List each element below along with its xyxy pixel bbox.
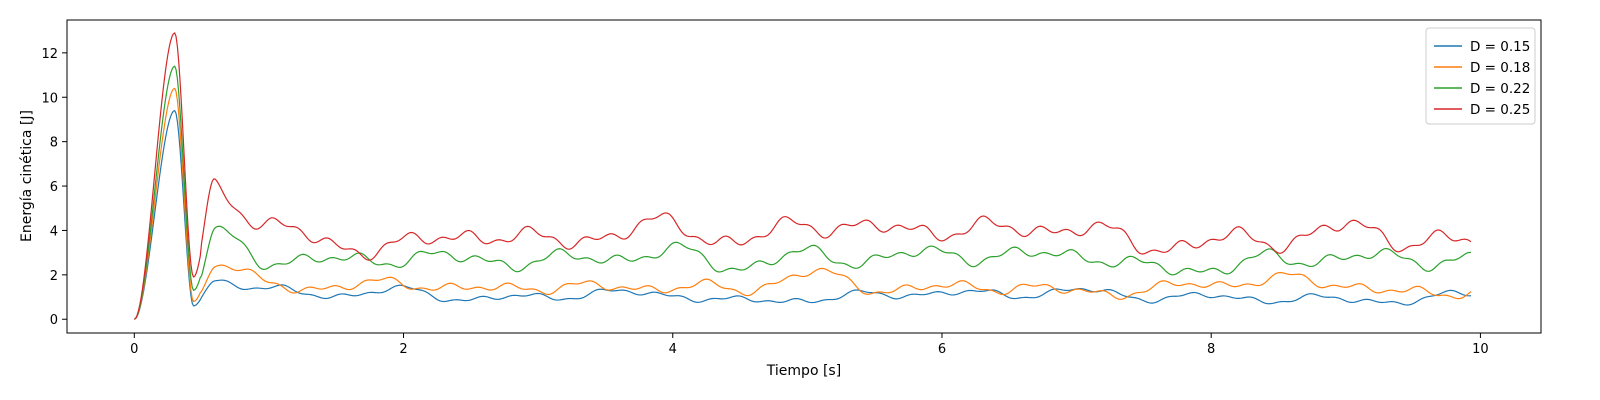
x-tick-label: 8 (1207, 342, 1215, 357)
x-axis-ticks: 0 2 4 6 8 10 (130, 333, 1489, 357)
axes-frame (66, 19, 1542, 334)
y-tick-label: 10 (41, 91, 58, 106)
legend-label: D = 0.18 (1470, 60, 1530, 76)
legend-box (1425, 27, 1536, 125)
series-line (133, 65, 1472, 320)
y-axis-label: Energía cinética [J] (19, 110, 35, 242)
series-line (134, 109, 1472, 320)
x-tick-label: 10 (1472, 342, 1489, 357)
series-line (134, 87, 1472, 320)
x-axis-label: Tiempo [s] (766, 363, 841, 379)
legend-label: D = 0.15 (1470, 39, 1530, 55)
series-line (133, 32, 1472, 320)
y-tick-label: 8 (50, 136, 58, 151)
x-tick-label: 4 (669, 342, 677, 357)
y-tick-label: 0 (50, 313, 58, 328)
x-tick-label: 2 (399, 342, 407, 357)
plot-lines (133, 32, 1472, 320)
y-tick-label: 4 (50, 224, 58, 239)
legend: D = 0.15 D = 0.18 D = 0.22 D = 0.25 (1425, 27, 1536, 125)
x-tick-label: 6 (938, 342, 946, 357)
legend-label: D = 0.22 (1470, 81, 1530, 97)
y-axis-ticks: 0 2 4 6 8 10 12 (41, 47, 67, 328)
legend-label: D = 0.25 (1470, 102, 1530, 118)
x-tick-label: 0 (130, 342, 138, 357)
y-tick-label: 12 (41, 47, 58, 62)
y-tick-label: 2 (50, 269, 58, 284)
y-tick-label: 6 (50, 180, 58, 195)
